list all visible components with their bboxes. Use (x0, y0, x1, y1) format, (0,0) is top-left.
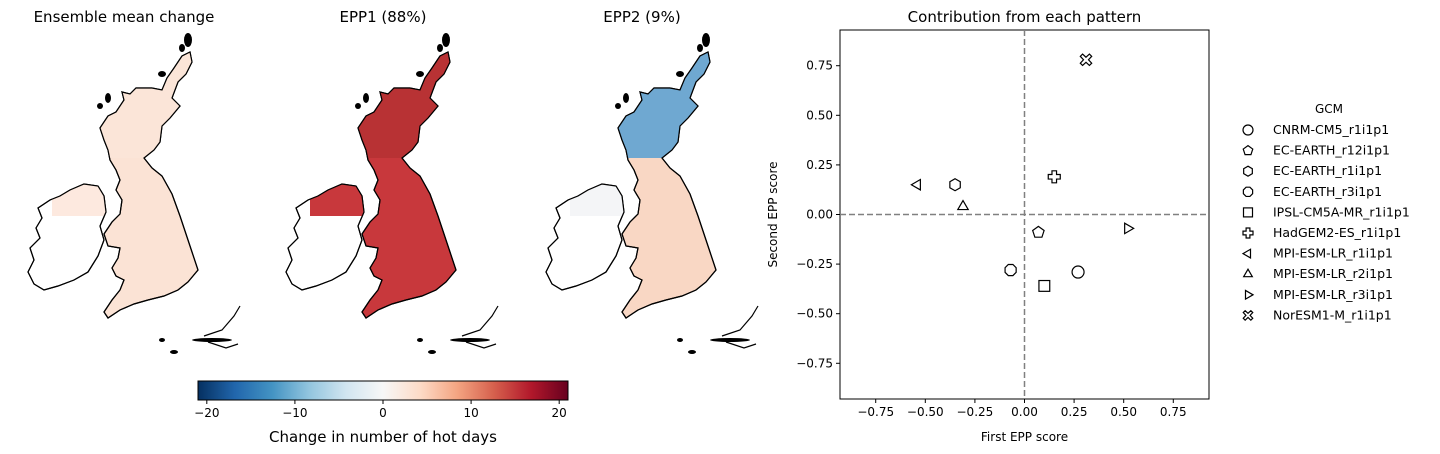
map-title: Ensemble mean change (34, 8, 215, 26)
x-tick-label: 0.75 (1160, 405, 1187, 419)
map-title: EPP1 (88%) (340, 8, 427, 26)
coastline (461, 305, 499, 349)
island-shape (416, 71, 424, 77)
legend-marker-triangle-right (1244, 289, 1255, 301)
island-shape (105, 93, 111, 103)
y-tick-label: −0.75 (796, 356, 833, 370)
y-axis-label: Second EPP score (766, 161, 780, 267)
legend-marker-triangle-up (1242, 267, 1254, 278)
y-tick-label: 0.25 (806, 158, 833, 172)
point-plus (1047, 170, 1061, 184)
uk-map (27, 33, 241, 354)
coastline (721, 305, 759, 349)
island-shape (676, 71, 684, 77)
y-tick-label: 0.75 (806, 59, 833, 73)
x-tick-label: 0.25 (1061, 405, 1088, 419)
island-shape (437, 44, 443, 52)
island-shape (355, 103, 361, 109)
map-panel-2: EPP1 (88%) (285, 8, 499, 354)
colorbar-gradient (197, 380, 569, 401)
island-shape (623, 93, 629, 103)
legend-item-label: NorESM1-M_r1i1p1 (1273, 307, 1392, 322)
legend-item-label: MPI-ESM-LR_r2i1p1 (1273, 266, 1393, 281)
point-octagon (1004, 263, 1017, 277)
island-shape (159, 338, 165, 342)
legend-item-label: EC-EARTH_r3i1p1 (1273, 184, 1382, 199)
y-tick-label: −0.50 (796, 307, 833, 321)
scatter-plot: Contribution from each pattern −0.75 −0.50… (766, 8, 1210, 444)
map-panel-3: EPP2 (9%) (545, 8, 759, 354)
colorbar-tick-label: 0 (379, 406, 387, 420)
legend-marker-x-filled (1242, 309, 1254, 321)
colorbar-tick-label: 10 (463, 406, 478, 420)
legend-title: GCM (1315, 102, 1343, 116)
x-axis-label: First EPP score (981, 430, 1068, 444)
coastline (203, 305, 241, 349)
y-tick-label: 0.00 (806, 208, 833, 222)
colorbar-tick-label: 20 (552, 406, 567, 420)
x-tick-label: 0.50 (1110, 405, 1137, 419)
colorbar-label: Change in number of hot days (269, 428, 497, 446)
island-shape (442, 33, 450, 47)
x-tick-label: 0.00 (1011, 405, 1038, 419)
uk-map (285, 33, 499, 354)
island-shape (702, 33, 710, 47)
point-x-filled (1079, 53, 1093, 67)
point-triangle-up (956, 199, 970, 211)
point-circle (1071, 265, 1085, 279)
legend: GCM CNRM-CM5_r1i1p1 EC-EARTH_r12i1p1 EC-EAR… (1241, 102, 1410, 322)
legend-marker-triangle-left (1241, 248, 1252, 259)
point-hexagon (949, 178, 961, 192)
island-shape (97, 103, 103, 109)
colorbar-tick-label: −10 (282, 406, 307, 420)
legend-marker-pentagon (1242, 144, 1254, 156)
island-shape (179, 44, 185, 52)
island-shape (450, 338, 490, 342)
legend-marker-circle (1242, 124, 1254, 136)
island-shape (417, 338, 423, 342)
legend-item-label: HadGEM2-ES_r1i1p1 (1273, 225, 1401, 240)
colorbar: −20 −10 0 10 20 Change in number of hot days (194, 380, 569, 446)
legend-item-label: MPI-ESM-LR_r3i1p1 (1273, 287, 1393, 302)
legend-item-label: CNRM-CM5_r1i1p1 (1273, 122, 1389, 137)
legend-marker-octagon (1242, 186, 1254, 198)
point-triangle-left (910, 178, 921, 191)
island-shape (615, 103, 621, 109)
x-tick-label: −0.50 (907, 405, 944, 419)
chart-title: Contribution from each pattern (908, 8, 1142, 26)
island-shape (158, 71, 166, 77)
x-tick-label: −0.25 (957, 405, 994, 419)
island-shape (192, 338, 232, 342)
island-shape (697, 44, 703, 52)
x-tick-label: −0.75 (857, 405, 894, 419)
legend-marker-square (1242, 207, 1254, 218)
island-shape (677, 338, 683, 342)
map-panel-1: Ensemble mean change (27, 8, 241, 354)
uk-map (545, 33, 759, 354)
point-triangle-right (1124, 222, 1135, 235)
island-shape (170, 350, 178, 354)
island-shape (363, 93, 369, 103)
legend-item-label: EC-EARTH_r1i1p1 (1273, 163, 1382, 178)
island-shape (428, 350, 436, 354)
map-title: EPP2 (9%) (603, 8, 680, 26)
island-shape (710, 338, 750, 342)
point-pentagon (1031, 225, 1045, 238)
legend-marker-hexagon (1243, 165, 1253, 177)
legend-item-label: EC-EARTH_r12i1p1 (1273, 143, 1390, 158)
point-square (1038, 279, 1051, 292)
legend-item-label: MPI-ESM-LR_r1i1p1 (1273, 246, 1393, 261)
island-shape (184, 33, 192, 47)
y-tick-label: −0.25 (796, 257, 833, 271)
y-tick-label: 0.50 (806, 108, 833, 122)
legend-item-label: IPSL-CM5A-MR_r1i1p1 (1273, 204, 1410, 219)
colorbar-tick-label: −20 (194, 406, 219, 420)
legend-marker-plus (1242, 227, 1254, 239)
island-shape (688, 350, 696, 354)
